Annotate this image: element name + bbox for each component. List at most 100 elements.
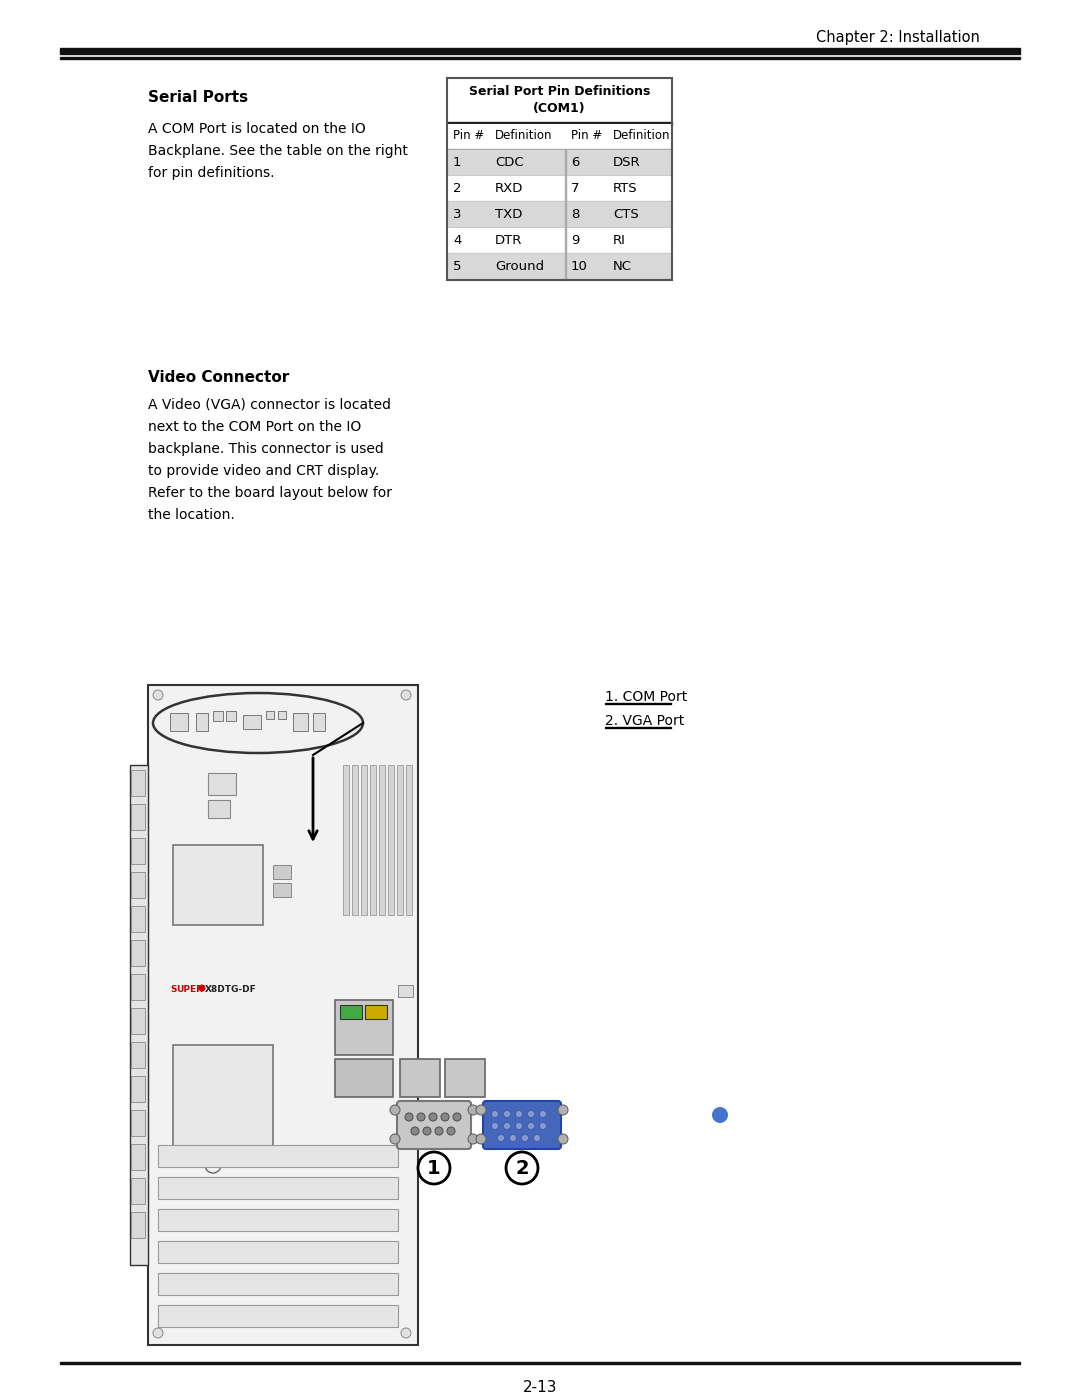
Text: 2. VGA Port: 2. VGA Port bbox=[605, 714, 685, 728]
Text: 10: 10 bbox=[571, 260, 588, 272]
Circle shape bbox=[712, 1106, 728, 1123]
Bar bbox=[447, 78, 672, 124]
Text: for pin definitions.: for pin definitions. bbox=[148, 166, 274, 180]
Bar bbox=[213, 711, 222, 721]
Text: Serial Port Pin Definitions: Serial Port Pin Definitions bbox=[469, 85, 650, 98]
Circle shape bbox=[527, 1111, 535, 1118]
Bar bbox=[158, 1273, 399, 1295]
Text: 2-13: 2-13 bbox=[523, 1380, 557, 1396]
Circle shape bbox=[540, 1111, 546, 1118]
Text: DTR: DTR bbox=[495, 235, 523, 247]
Circle shape bbox=[468, 1134, 478, 1144]
Text: Ground: Ground bbox=[495, 260, 544, 272]
Text: 4: 4 bbox=[453, 235, 461, 247]
Circle shape bbox=[558, 1134, 568, 1144]
Text: 2: 2 bbox=[453, 182, 461, 196]
Bar bbox=[195, 712, 208, 731]
Circle shape bbox=[405, 1113, 413, 1120]
Bar bbox=[131, 805, 145, 830]
Circle shape bbox=[411, 1127, 419, 1134]
Bar bbox=[273, 865, 291, 879]
Circle shape bbox=[527, 1123, 535, 1130]
Bar bbox=[397, 766, 403, 915]
Bar bbox=[447, 228, 672, 254]
Circle shape bbox=[491, 1123, 499, 1130]
Bar bbox=[158, 1146, 399, 1166]
Bar bbox=[365, 1004, 387, 1018]
Circle shape bbox=[503, 1111, 511, 1118]
Text: RTS: RTS bbox=[613, 182, 637, 196]
Text: (COM1): (COM1) bbox=[534, 102, 585, 115]
Text: the location.: the location. bbox=[148, 509, 234, 522]
Bar bbox=[343, 766, 349, 915]
Bar bbox=[447, 78, 672, 279]
Bar bbox=[340, 1004, 362, 1018]
Bar bbox=[60, 47, 1020, 54]
Circle shape bbox=[435, 1127, 443, 1134]
Bar bbox=[243, 715, 261, 729]
Bar bbox=[131, 974, 145, 1000]
Bar bbox=[335, 1059, 393, 1097]
Bar bbox=[158, 1208, 399, 1231]
Text: S: S bbox=[170, 985, 176, 995]
Bar bbox=[313, 712, 325, 731]
Circle shape bbox=[515, 1123, 523, 1130]
Text: Serial Ports: Serial Ports bbox=[148, 89, 248, 105]
Circle shape bbox=[558, 1105, 568, 1115]
Text: Refer to the board layout below for: Refer to the board layout below for bbox=[148, 486, 392, 500]
Bar bbox=[266, 711, 274, 719]
Circle shape bbox=[153, 690, 163, 700]
Bar bbox=[170, 712, 188, 731]
Text: 5: 5 bbox=[453, 260, 461, 272]
Circle shape bbox=[534, 1134, 540, 1141]
Bar bbox=[158, 1305, 399, 1327]
Circle shape bbox=[453, 1113, 461, 1120]
Bar bbox=[131, 907, 145, 932]
Bar bbox=[148, 685, 418, 1345]
Bar bbox=[60, 1362, 1020, 1363]
Text: A Video (VGA) connector is located: A Video (VGA) connector is located bbox=[148, 398, 391, 412]
FancyBboxPatch shape bbox=[397, 1101, 471, 1148]
Text: 1: 1 bbox=[428, 1158, 441, 1178]
Bar bbox=[379, 766, 384, 915]
Bar bbox=[335, 1000, 393, 1055]
Text: 2: 2 bbox=[515, 1158, 529, 1178]
Bar bbox=[208, 800, 230, 819]
Circle shape bbox=[417, 1113, 426, 1120]
Circle shape bbox=[540, 1123, 546, 1130]
Circle shape bbox=[401, 690, 411, 700]
Text: Definition: Definition bbox=[613, 129, 671, 142]
Circle shape bbox=[468, 1105, 478, 1115]
Circle shape bbox=[507, 1153, 538, 1185]
Bar bbox=[208, 773, 237, 795]
Bar bbox=[130, 766, 148, 1266]
Bar bbox=[361, 766, 367, 915]
Text: Definition: Definition bbox=[495, 129, 553, 142]
Text: NC: NC bbox=[613, 260, 632, 272]
Bar bbox=[447, 176, 672, 203]
Bar bbox=[158, 1241, 399, 1263]
Bar bbox=[131, 1213, 145, 1238]
Text: backplane. This connector is used: backplane. This connector is used bbox=[148, 441, 383, 455]
Text: CTS: CTS bbox=[613, 208, 638, 221]
Bar bbox=[131, 1009, 145, 1034]
Text: 1. COM Port: 1. COM Port bbox=[605, 690, 687, 704]
Text: next to the COM Port on the IO: next to the COM Port on the IO bbox=[148, 420, 361, 434]
Circle shape bbox=[510, 1134, 516, 1141]
Bar bbox=[273, 883, 291, 897]
Circle shape bbox=[429, 1113, 437, 1120]
FancyBboxPatch shape bbox=[483, 1101, 561, 1148]
Circle shape bbox=[401, 1329, 411, 1338]
Bar bbox=[352, 766, 357, 915]
Bar bbox=[131, 940, 145, 965]
Circle shape bbox=[423, 1127, 431, 1134]
Bar bbox=[131, 1144, 145, 1171]
Text: TXD: TXD bbox=[495, 208, 523, 221]
Text: RI: RI bbox=[613, 235, 626, 247]
Text: CDC: CDC bbox=[495, 156, 524, 169]
Bar bbox=[278, 711, 286, 719]
Text: 3: 3 bbox=[453, 208, 461, 221]
Circle shape bbox=[153, 1329, 163, 1338]
Circle shape bbox=[503, 1123, 511, 1130]
Bar bbox=[131, 770, 145, 796]
